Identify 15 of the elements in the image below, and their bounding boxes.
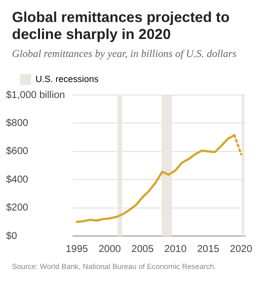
x-tick-label: 2000 xyxy=(98,244,122,255)
chart-subtitle: Global remittances by year, in billions of U.S. dollars xyxy=(12,49,238,60)
x-tick-label: 2010 xyxy=(164,244,187,255)
y-tick-label: $600 xyxy=(6,146,29,158)
y-tick-label: $400 xyxy=(6,174,29,186)
y-tick-label: $800 xyxy=(6,118,29,129)
x-tick-label: 2005 xyxy=(131,244,154,255)
legend-label: U.S. recessions xyxy=(36,74,100,84)
y-tick-label: $0 xyxy=(6,230,18,242)
chart-title: Global remittances projected to decline sharply in 2020 xyxy=(12,10,231,44)
x-tick-label: 2020 xyxy=(230,244,253,255)
y-tick-label: $200 xyxy=(6,202,29,214)
y-tick-label: $1,000 billion xyxy=(6,90,65,101)
x-tick-label: 2015 xyxy=(197,244,220,255)
x-tick-label: 1995 xyxy=(66,244,88,255)
